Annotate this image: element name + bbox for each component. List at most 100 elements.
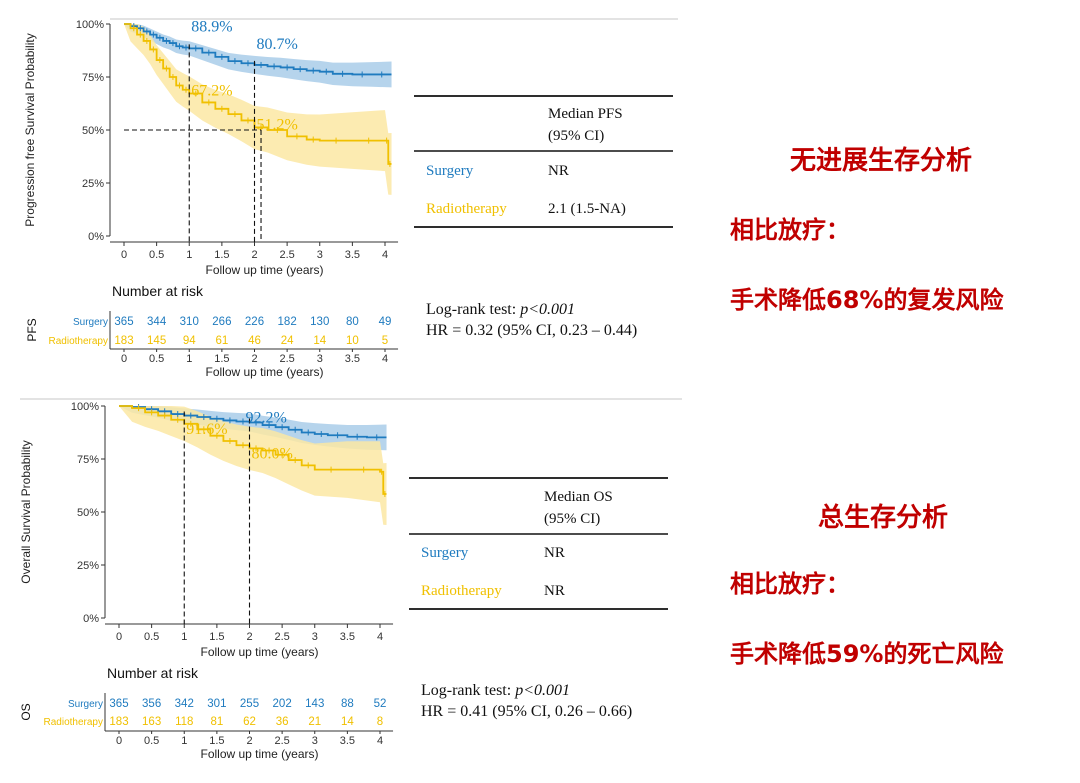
- survival-annotation: 80.7%: [257, 36, 298, 53]
- logrank-p-value: p<0.001: [514, 682, 570, 699]
- risk-group-label: Radiotherapy: [49, 336, 108, 347]
- x-tick-label: 0: [116, 631, 122, 643]
- x-tick-label: 1: [186, 249, 192, 261]
- km-curve-radiotherapy: [124, 23, 392, 165]
- x-axis-title: Follow up time (years): [205, 263, 323, 277]
- risk-x-tick-label: 1.5: [209, 735, 224, 747]
- risk-count: 10: [346, 335, 359, 347]
- risk-x-tick-label: 2: [246, 735, 252, 747]
- risk-count: 342: [175, 698, 194, 710]
- y-tick-label: 25%: [77, 560, 99, 572]
- pfs-analysis-title: 无进展生存分析: [790, 146, 973, 176]
- risk-count: 182: [278, 316, 297, 328]
- x-tick-label: 3: [317, 249, 323, 261]
- risk-x-tick-label: 3: [312, 735, 318, 747]
- risk-x-tick-label: 3.5: [340, 735, 355, 747]
- risk-x-tick-label: 4: [382, 353, 388, 365]
- x-tick-label: 3.5: [345, 249, 360, 261]
- km-chart-pfs: 0% 25% 50% 75% 100% Progression free Survival…: [23, 19, 673, 379]
- y-axis-title: Overall Survival Probability: [19, 440, 33, 583]
- table-group-label: Surgery: [421, 545, 469, 561]
- risk-count: 226: [245, 316, 264, 328]
- x-tick-label: 1.5: [209, 631, 224, 643]
- y-tick-label: 75%: [82, 72, 104, 84]
- y-tick-label: 0%: [83, 613, 99, 625]
- risk-count: 21: [308, 716, 321, 728]
- risk-x-tick-label: 2: [251, 353, 257, 365]
- logrank-test: Log-rank test: p<0.001: [426, 301, 575, 318]
- risk-count: 49: [379, 316, 392, 328]
- risk-x-tick-label: 0: [121, 353, 127, 365]
- table-median-value: NR: [544, 583, 565, 599]
- table-median-value: NR: [544, 545, 565, 561]
- survival-annotation: 88.9%: [191, 19, 232, 36]
- risk-count: 301: [207, 698, 226, 710]
- risk-x-tick-label: 0.5: [149, 353, 164, 365]
- risk-x-tick-label: 1.5: [214, 353, 229, 365]
- y-tick-label: 50%: [77, 507, 99, 519]
- survival-annotation: 91.6%: [186, 421, 227, 438]
- risk-count: 145: [147, 335, 166, 347]
- risk-count: 94: [183, 335, 196, 347]
- y-tick-label: 100%: [71, 401, 99, 413]
- risk-count: 61: [215, 335, 228, 347]
- x-tick-label: 0.5: [144, 631, 159, 643]
- risk-side-label: PFS: [25, 318, 39, 341]
- x-tick-label: 1.5: [214, 249, 229, 261]
- km-curve-surgery: [124, 23, 392, 76]
- risk-count: 344: [147, 316, 167, 328]
- risk-count: 365: [114, 316, 133, 328]
- x-tick-label: 2: [246, 631, 252, 643]
- os-compare-label: 相比放疗：: [730, 570, 850, 598]
- risk-table-title: Number at risk: [107, 665, 199, 681]
- x-tick-label: 3.5: [340, 631, 355, 643]
- risk-count: 46: [248, 335, 261, 347]
- risk-count: 143: [305, 698, 324, 710]
- y-axis-title: Progression free Survival Probability: [23, 33, 37, 226]
- x-tick-label: 2.5: [274, 631, 289, 643]
- risk-side-label: OS: [19, 703, 33, 720]
- survival-annotation: 92.2%: [246, 410, 287, 427]
- pfs-risk-reduction: 手术降低68%的复发风险: [730, 286, 1004, 314]
- os-risk-reduction: 手术降低59%的死亡风险: [730, 640, 1004, 668]
- risk-group-label: Surgery: [68, 699, 103, 710]
- risk-count: 130: [310, 316, 329, 328]
- risk-count: 255: [240, 698, 259, 710]
- risk-count: 365: [109, 698, 128, 710]
- x-axis-title: Follow up time (years): [200, 645, 318, 659]
- risk-count: 36: [276, 716, 289, 728]
- table-median-value: NR: [548, 163, 569, 179]
- confidence-band-radiotherapy: [119, 406, 387, 525]
- x-tick-label: 2.5: [279, 249, 294, 261]
- table-header: Median PFS: [548, 106, 623, 122]
- table-group-label: Radiotherapy: [421, 583, 502, 599]
- confidence-band-radiotherapy: [124, 24, 392, 195]
- risk-x-axis-title: Follow up time (years): [200, 747, 318, 761]
- risk-count: 5: [382, 335, 388, 347]
- risk-x-tick-label: 3.5: [345, 353, 360, 365]
- risk-count: 80: [346, 316, 359, 328]
- x-tick-label: 0.5: [149, 249, 164, 261]
- risk-x-tick-label: 1: [186, 353, 192, 365]
- table-header-ci: (95% CI): [548, 128, 604, 144]
- logrank-test: Log-rank test: p<0.001: [421, 682, 570, 699]
- x-tick-label: 2: [251, 249, 257, 261]
- risk-group-label: Radiotherapy: [44, 717, 103, 728]
- survival-annotation: 67.2%: [191, 83, 232, 100]
- risk-x-tick-label: 2.5: [279, 353, 294, 365]
- risk-count: 183: [114, 335, 133, 347]
- risk-count: 62: [243, 716, 256, 728]
- y-tick-label: 25%: [82, 178, 104, 190]
- risk-count: 24: [281, 335, 294, 347]
- risk-table-title: Number at risk: [112, 283, 204, 299]
- pfs-compare-label: 相比放疗：: [730, 216, 850, 244]
- logrank-p-value: p<0.001: [519, 301, 575, 318]
- table-header-ci: (95% CI): [544, 511, 600, 527]
- risk-count: 163: [142, 716, 161, 728]
- y-tick-label: 50%: [82, 125, 104, 137]
- km-curve-radiotherapy: [119, 405, 387, 495]
- risk-count: 118: [175, 716, 193, 728]
- risk-x-tick-label: 0: [116, 735, 122, 747]
- risk-x-tick-label: 3: [317, 353, 323, 365]
